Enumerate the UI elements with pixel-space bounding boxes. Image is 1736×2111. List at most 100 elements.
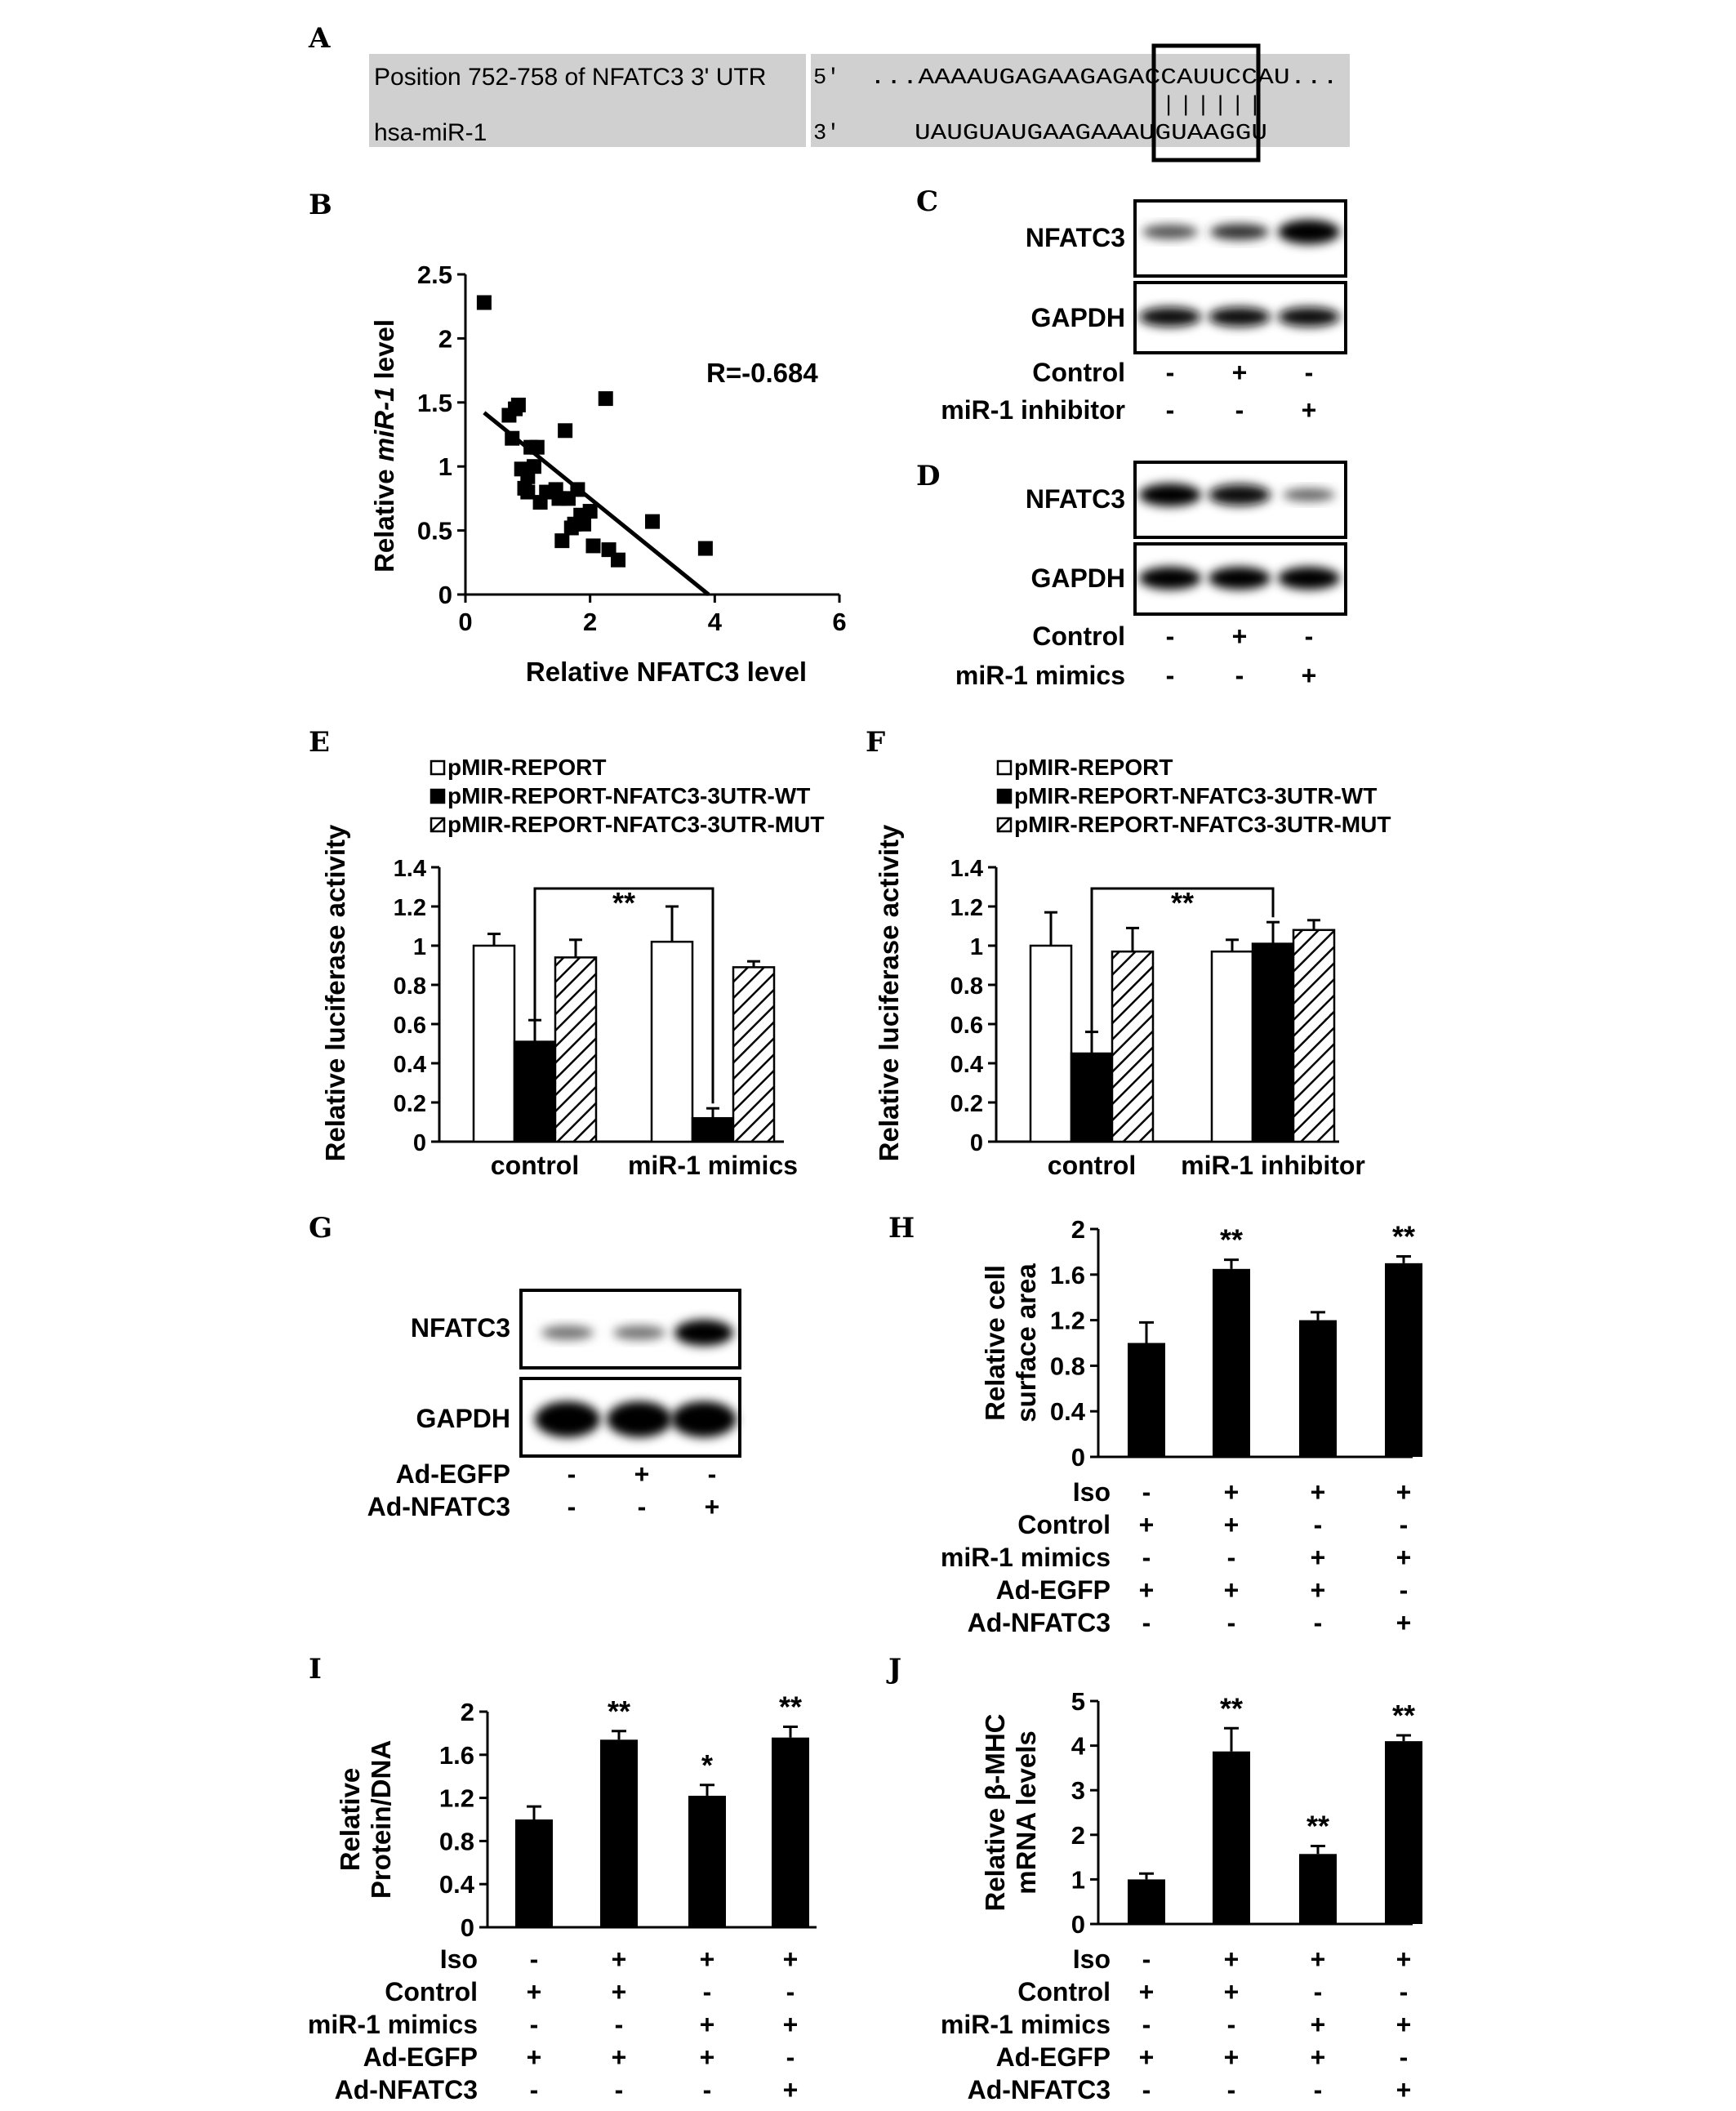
legend-label: pMIR-REPORT [447, 755, 606, 780]
y-axis-title-line: Protein/DNA [366, 1740, 396, 1899]
treatment-mark: - [786, 1977, 795, 2006]
y-tick-label: 1.6 [1050, 1261, 1085, 1289]
treatment-mark: + [1139, 1510, 1155, 1539]
blot-c-mark: - [1166, 358, 1175, 387]
y-tick-label: 0.4 [950, 1052, 983, 1078]
blot-d-band [1278, 567, 1340, 590]
treatment-mark: + [1396, 1477, 1412, 1507]
treatment-mark: - [786, 2042, 795, 2072]
bar [1385, 1263, 1422, 1457]
data-point [558, 423, 573, 439]
treatment-label: Iso [1073, 1477, 1111, 1507]
treatment-mark: + [1396, 1608, 1412, 1637]
data-point [611, 552, 626, 568]
blot-g-band-label-nfatc3: NFATC3 [411, 1313, 510, 1343]
blot-c-band [1142, 225, 1198, 239]
treatment-mark: + [1224, 1477, 1240, 1507]
treatment-mark: - [1400, 1977, 1409, 2006]
y-tick-label: 0 [438, 581, 452, 609]
treatment-mark: + [527, 1977, 542, 2006]
x-category-label: miR-1 inhibitor [1181, 1151, 1365, 1180]
panel-a-alignment: Position 752-758 of NFATC3 3' UTR hsa-mi… [369, 43, 1350, 163]
treatment-mark: - [1142, 1944, 1151, 1974]
bar [1029, 944, 1073, 1143]
legend-label: pMIR-REPORT-NFATC3-3UTR-MUT [1014, 812, 1391, 837]
bar [1251, 942, 1295, 1143]
y-tick-label: 1 [438, 452, 452, 481]
treatment-label: Ad-NFATC3 [968, 1608, 1111, 1637]
y-tick-label: 0.8 [1050, 1352, 1085, 1380]
blot-d-mark: - [1166, 661, 1175, 690]
treatment-mark: - [703, 1977, 712, 2006]
blot-g: NFATC3 GAPDH Ad-EGFP Ad-NFATC3 - + - - -… [367, 1289, 741, 1521]
treatment-mark: + [527, 2042, 542, 2072]
y-axis-title: Relative β-MHCmRNA levels [980, 1713, 1041, 1911]
treatment-label: Control [1017, 1510, 1111, 1539]
blot-d-mark: + [1302, 661, 1317, 690]
bar [1213, 1268, 1250, 1457]
bar [1299, 1854, 1337, 1924]
panel-label-j: J [886, 1653, 901, 1686]
treatment-label: Ad-NFATC3 [335, 2075, 478, 2104]
y-tick-label: 1.4 [950, 856, 983, 882]
blot-c-mark: - [1235, 395, 1244, 425]
blot-g-condition-ad-nfatc3: Ad-NFATC3 [367, 1492, 510, 1521]
treatment-mark: + [1311, 1543, 1326, 1572]
blot-g-mark: - [568, 1492, 576, 1521]
chart-b-scatter: R=-0.684 Relative NFATC3 level Relative … [369, 261, 847, 687]
chart-b-ylabel: Relative miR-1 level [369, 319, 399, 572]
significance-stars: ** [1306, 1809, 1329, 1842]
blot-g-mark: + [634, 1459, 650, 1489]
x-category-label: control [491, 1151, 579, 1180]
treatment-mark: + [1224, 2042, 1240, 2072]
x-tick-label: 0 [458, 608, 472, 636]
bar [600, 1739, 638, 1927]
panel-label-a: A [308, 22, 331, 55]
mirna-sequence: UAUGUAUGAAGAAAUGUAAGGU [915, 122, 1267, 146]
y-tick-label: 1 [413, 934, 426, 960]
treatment-mark: - [1314, 1510, 1323, 1539]
y-axis-title-line: surface area [1011, 1263, 1041, 1423]
bar [554, 956, 598, 1143]
x-tick-label: 4 [708, 608, 723, 636]
data-point [582, 504, 598, 519]
panel-label-i: I [309, 1653, 322, 1686]
treatment-label: miR-1 mimics [941, 2010, 1111, 2039]
treatment-mark: - [615, 2075, 624, 2104]
y-axis-title-line: mRNA levels [1011, 1730, 1041, 1895]
treatment-mark: + [1224, 1977, 1240, 2006]
blot-c-mark: - [1166, 395, 1175, 425]
blot-g-mark: + [705, 1492, 720, 1521]
blot-d-mark: + [1232, 621, 1248, 651]
blot-d-mark: - [1305, 621, 1314, 651]
blot-g-mark: - [568, 1459, 576, 1489]
blot-d-mark: - [1166, 621, 1175, 651]
y-tick-label: 0.4 [394, 1052, 426, 1078]
treatment-mark: - [1314, 1977, 1323, 2006]
data-point [585, 538, 601, 554]
blot-g-band [671, 1401, 737, 1437]
blot-c-band [1210, 224, 1269, 240]
blot-g-band [674, 1320, 733, 1346]
y-tick-label: 5 [1071, 1687, 1085, 1716]
significance-stars: ** [1392, 1219, 1415, 1253]
x-tick-label: 2 [583, 608, 597, 636]
y-axis-title-line: Relative cell [980, 1265, 1010, 1421]
chart-e-luciferase: pMIR-REPORT pMIR-REPORT-NFATC3-3UTR-WT p… [320, 755, 824, 1180]
treatment-label: Ad-EGFP [996, 1575, 1111, 1605]
blot-d: NFATC3 GAPDH Control miR-1 mimics - + - … [955, 461, 1347, 690]
chart-e-ylabel: Relative luciferase activity [320, 824, 350, 1161]
y-tick-label: 0 [413, 1130, 426, 1156]
chart-b-annotation: R=-0.684 [706, 358, 818, 388]
treatment-mark: - [1314, 1608, 1323, 1637]
legend-swatch-mut [996, 817, 1013, 833]
bar [688, 1795, 726, 1927]
blot-c-band [1209, 307, 1271, 327]
significance-stars: ** [1171, 886, 1194, 920]
bar [513, 1040, 557, 1143]
treatment-mark: + [1396, 1944, 1412, 1974]
chart-b-xlabel: Relative NFATC3 level [526, 657, 807, 687]
treatment-mark: - [1142, 1477, 1151, 1507]
legend-label: pMIR-REPORT-NFATC3-3UTR-WT [1014, 783, 1377, 808]
